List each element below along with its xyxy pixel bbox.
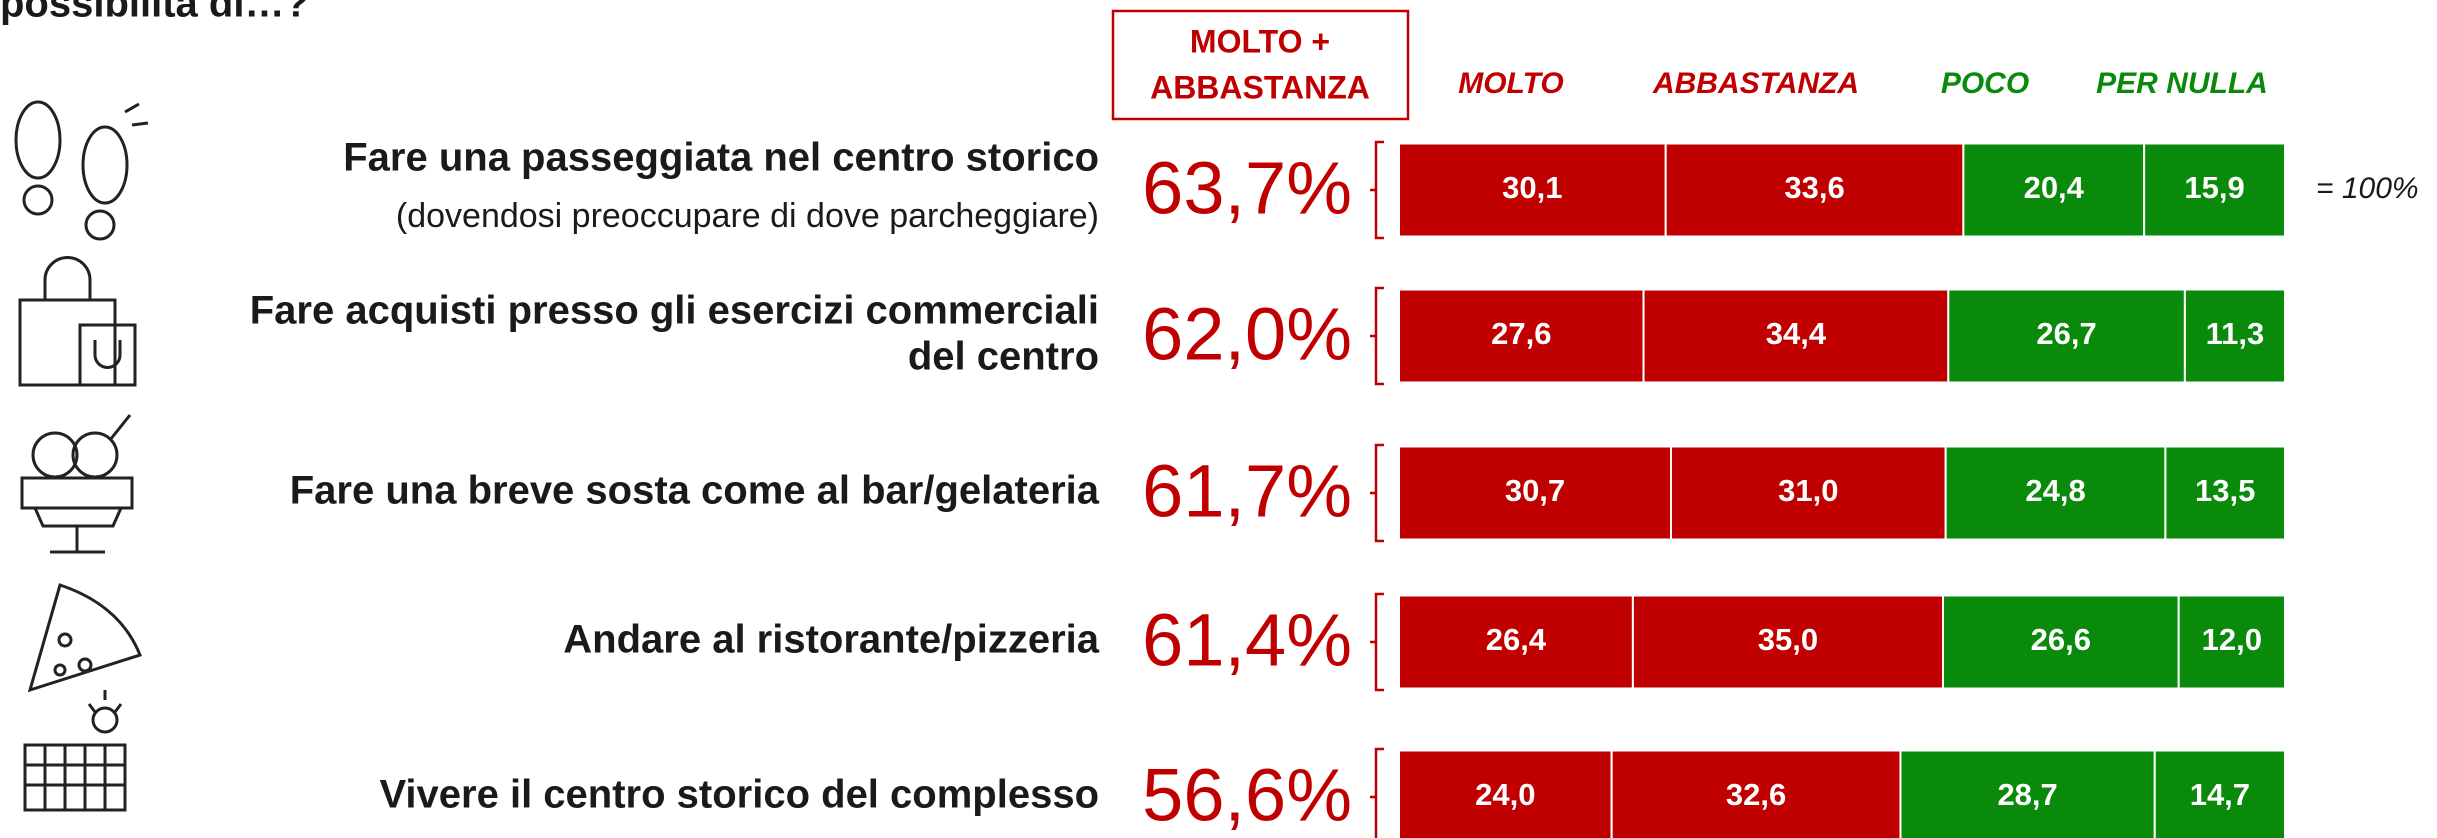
value-label: 26,7 xyxy=(2036,316,2096,351)
bar-segment xyxy=(1962,142,2146,238)
total-header: MOLTO + xyxy=(1190,23,1330,59)
bar-segment xyxy=(1631,594,1945,690)
icon-footprints xyxy=(14,100,149,241)
bracket xyxy=(1370,286,1384,386)
bar-segment xyxy=(1610,749,1902,838)
value-label: 11,3 xyxy=(2206,316,2265,351)
bar-segment xyxy=(1398,142,1667,238)
bar-segment xyxy=(1942,594,2180,690)
bar-segment xyxy=(1947,288,2186,384)
total-label: 63,7% xyxy=(1142,147,1352,230)
bar-segment xyxy=(1670,445,1947,541)
value-label: 27,6 xyxy=(1491,316,1551,351)
value-label: 26,6 xyxy=(2031,622,2091,657)
icon-pizza xyxy=(27,583,142,693)
legend-label: POCO xyxy=(1941,67,2029,100)
value-label: 32,6 xyxy=(1726,777,1786,812)
value-label: 26,4 xyxy=(1486,622,1547,657)
bar-segment xyxy=(2177,594,2286,690)
total-label: 62,0% xyxy=(1142,293,1352,376)
chart-title: possibilità di…? xyxy=(0,0,309,26)
value-label: 31,0 xyxy=(1778,473,1838,508)
bar-segment xyxy=(2143,142,2286,238)
category-label: Andare al ristorante/pizzeria xyxy=(563,618,1099,662)
total-label: 61,4% xyxy=(1142,599,1352,682)
value-label: 24,0 xyxy=(1475,777,1535,812)
legend-label: ABBASTANZA xyxy=(1652,67,1859,100)
value-label: 30,1 xyxy=(1502,170,1562,205)
value-label: 13,5 xyxy=(2195,473,2255,508)
icon-shopping-bag xyxy=(18,256,137,387)
value-label: 14,7 xyxy=(2190,777,2250,812)
category-label: Vivere il centro storico del complesso xyxy=(379,773,1099,817)
category-label: del centro xyxy=(908,335,1099,379)
category-label: Fare una breve sosta come al bar/gelater… xyxy=(290,469,1100,513)
bar-segment xyxy=(2164,445,2286,541)
legend-label: MOLTO xyxy=(1458,67,1564,100)
bracket xyxy=(1370,443,1384,543)
total-header-box xyxy=(1111,9,1410,121)
value-label: 34,4 xyxy=(1766,316,1827,351)
icon-ice-cream xyxy=(20,414,134,554)
icon-colosseum xyxy=(23,690,127,812)
bracket xyxy=(1370,747,1384,838)
value-label: 15,9 xyxy=(2184,170,2244,205)
bar-segment xyxy=(2153,749,2287,838)
category-label: Fare una passeggiata nel centro storico xyxy=(343,136,1099,180)
category-note: (dovendosi preoccupare di dove parcheggi… xyxy=(396,197,1099,235)
total-label: 61,7% xyxy=(1142,450,1352,533)
value-label: 12,0 xyxy=(2202,622,2262,657)
bar-segment xyxy=(2183,288,2287,384)
value-label: 24,8 xyxy=(2025,473,2085,508)
value-label: 20,4 xyxy=(2024,170,2085,205)
value-label: 30,7 xyxy=(1505,473,1565,508)
bracket xyxy=(1370,140,1384,240)
bracket xyxy=(1370,592,1384,692)
value-label: 28,7 xyxy=(1997,777,2057,812)
value-label: 33,6 xyxy=(1784,170,1844,205)
bar-segment xyxy=(1664,142,1965,238)
category-label: Fare acquisti presso gli esercizi commer… xyxy=(250,289,1099,333)
bar-segment xyxy=(1642,288,1950,384)
total-header: ABBASTANZA xyxy=(1150,69,1370,105)
bar-segment xyxy=(1398,749,1613,838)
value-label: 35,0 xyxy=(1758,622,1818,657)
total-label: 56,6% xyxy=(1142,754,1352,837)
bar-segment xyxy=(1398,288,1645,384)
sum-annotation: = 100% xyxy=(2316,172,2419,205)
bar-segment xyxy=(1398,594,1634,690)
legend-label: PER NULLA xyxy=(2096,67,2268,100)
